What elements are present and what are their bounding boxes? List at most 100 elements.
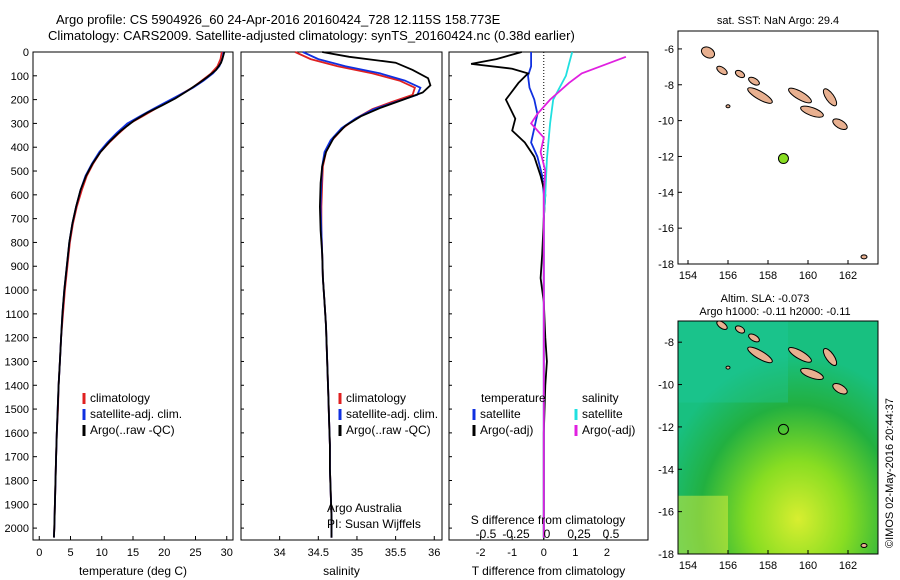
island <box>832 118 848 130</box>
island <box>860 543 868 549</box>
island <box>822 88 838 107</box>
y-tick-label: 100 <box>11 71 29 83</box>
profile-title: Argo profile: CS 5904926_60 24-Apr-2016 … <box>56 12 501 27</box>
y-tick-label: 1700 <box>5 452 29 464</box>
legend-label: Argo(..raw -QC) <box>90 423 175 437</box>
sla-map-panel: 154 156 158 160 162 -8 -10 -12 -14 -16 -18 Altim. S… <box>658 293 879 572</box>
y-tick-label: 500 <box>11 166 29 178</box>
x-tick-label: 30 <box>221 547 233 559</box>
x-tick-label: 156 <box>719 270 737 282</box>
legend-label: satellite <box>582 407 623 421</box>
y-tick-label: 700 <box>11 214 29 226</box>
y-tick-label: 1600 <box>5 428 29 440</box>
x-tick-label: 0 <box>36 547 42 559</box>
imos-stamp: ©IMOS 02-May-2016 20:44:37 <box>884 398 896 548</box>
series-line <box>53 51 226 538</box>
x-tick-label: -2 <box>476 547 486 559</box>
y-tick-label: -6 <box>664 44 674 56</box>
y-tick-label: -12 <box>658 151 674 163</box>
x-axis-label: T difference from climatology <box>472 564 626 578</box>
temperature-panel: 0 5 10 15 20 25 300100200300400500600700800900… <box>5 47 234 578</box>
salinity-panel: 34 34.5 35 35.5 36 salinity climatology satelli… <box>240 51 443 578</box>
legend-label: satellite-adj. clim. <box>90 407 182 421</box>
island <box>725 104 731 109</box>
island <box>822 348 838 367</box>
y-tick-label: 1800 <box>5 475 29 487</box>
x-tick-label: 158 <box>759 270 777 282</box>
y-tick-label: -12 <box>658 422 674 434</box>
x-tick-label: 35.5 <box>385 547 406 559</box>
legend-label: climatology <box>90 391 150 405</box>
y-tick-label: 600 <box>11 190 29 202</box>
x-tick-label: 160 <box>799 560 817 572</box>
climatology-title: Climatology: CARS2009. Satellite-adjuste… <box>48 28 575 43</box>
y-tick-label: 1200 <box>5 333 29 345</box>
y-tick-label: -10 <box>658 116 674 128</box>
island <box>716 320 728 330</box>
x-tick-label: 34 <box>274 547 286 559</box>
y-tick-label: 1500 <box>5 404 29 416</box>
y-tick-label: 400 <box>11 142 29 154</box>
annotation-text: PI: Susan Wijffels <box>327 517 421 531</box>
y-tick-label: -14 <box>658 187 674 199</box>
y-tick-label: 1000 <box>5 285 29 297</box>
annotation-text: Argo Australia <box>327 501 402 515</box>
y-tick-label: -18 <box>658 259 674 271</box>
x-tick-label: 36 <box>428 547 440 559</box>
y-tick-label: 1300 <box>5 356 29 368</box>
y-tick-label: -18 <box>658 549 674 561</box>
map-title: Altim. SLA: -0.073 <box>721 293 810 305</box>
x-tick-label: 154 <box>679 560 697 572</box>
island <box>860 254 868 260</box>
x-tick-label: 160 <box>799 270 817 282</box>
top-tick-label: -0.5 <box>476 527 497 541</box>
island <box>747 346 773 364</box>
legend-label: climatology <box>346 391 406 405</box>
x-tick-label: 162 <box>839 560 857 572</box>
x-tick-label: -1 <box>507 547 517 559</box>
float-marker <box>777 153 789 165</box>
y-tick-label: 1900 <box>5 499 29 511</box>
y-tick-label: -10 <box>658 380 674 392</box>
x-tick-label: 156 <box>719 560 737 572</box>
plot-frame <box>448 51 649 541</box>
y-tick-label: 1400 <box>5 380 29 392</box>
island <box>832 382 848 395</box>
top-tick-label: 0 <box>544 527 551 541</box>
y-tick-label: -16 <box>658 223 674 235</box>
top-tick-label: 0.25 <box>567 527 591 541</box>
x-tick-label: 5 <box>67 547 73 559</box>
island <box>734 325 746 334</box>
legend-label: Argo(-adj) <box>582 423 635 437</box>
float-marker <box>777 423 789 435</box>
y-tick-label: -8 <box>664 337 674 349</box>
x-tick-label: 15 <box>127 547 139 559</box>
plot-frame <box>240 51 443 541</box>
legend-label: satellite-adj. clim. <box>346 407 438 421</box>
legend-label: satellite <box>480 407 521 421</box>
x-tick-label: 0 <box>541 547 547 559</box>
y-tick-label: -16 <box>658 507 674 519</box>
legend-heading: salinity <box>582 391 619 405</box>
x-tick-label: 1 <box>572 547 578 559</box>
difference-panel: -2 -1 0 1 2 T difference from climatology temp… <box>448 51 649 578</box>
map-title: Argo h1000: -0.11 h2000: -0.11 <box>699 306 850 318</box>
heatmap-patch <box>678 495 728 554</box>
y-tick-label: -8 <box>664 80 674 92</box>
x-tick-label: 154 <box>679 270 697 282</box>
legend-heading: temperature <box>481 391 546 405</box>
x-tick-label: 25 <box>189 547 201 559</box>
x-tick-label: 158 <box>759 560 777 572</box>
series-line <box>529 55 627 538</box>
island <box>716 65 728 76</box>
island <box>700 46 716 59</box>
x-tick-label: 20 <box>158 547 170 559</box>
top-axis-label: S difference from climatology <box>471 513 626 527</box>
x-tick-label: 162 <box>839 270 857 282</box>
y-tick-label: 800 <box>11 237 29 249</box>
map-frame <box>677 320 879 555</box>
y-tick-label: 200 <box>11 95 29 107</box>
island <box>748 333 760 343</box>
top-tick-label: 0.5 <box>603 527 620 541</box>
